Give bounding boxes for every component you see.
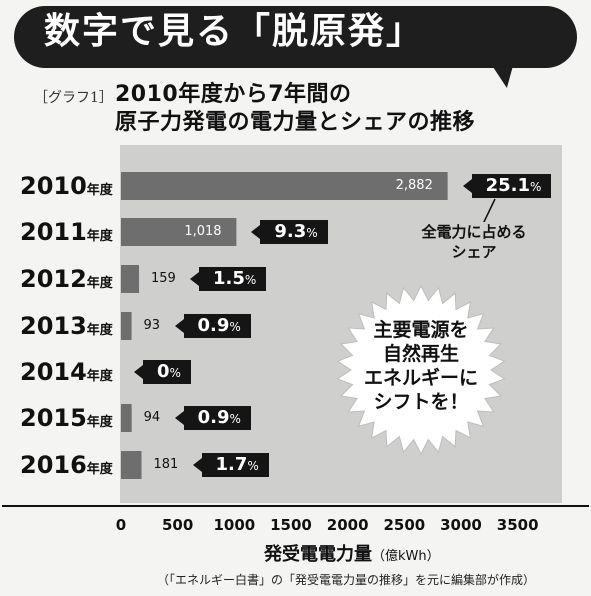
category-label-2015: 2015年度: [20, 405, 113, 436]
share-tag-2012: 1.5%: [189, 267, 267, 291]
category-suffix: 年度: [86, 229, 113, 244]
bar-2016: [121, 451, 142, 479]
bar-2011: [121, 218, 237, 246]
title-banner: [14, 6, 577, 68]
share-value: 25.1: [485, 175, 531, 196]
share-unit: %: [229, 412, 241, 426]
share-value: 1.7: [215, 454, 248, 475]
category-year: 2014: [20, 358, 87, 386]
starburst-line-4: シフトを！: [373, 391, 469, 413]
category-suffix: 年度: [86, 276, 113, 291]
share-unit: %: [530, 180, 542, 194]
category-year: 2012: [20, 265, 87, 293]
share-value: 0.9: [197, 407, 230, 428]
chart-title-line-2: 原子力発電の電力量とシェアの推移: [115, 110, 476, 135]
share-unit: %: [247, 459, 259, 473]
x-axis-label: 発受電電力量（億kWh）: [264, 540, 440, 566]
category-year: 2013: [20, 312, 87, 340]
share-tag-2016: 1.7%: [192, 453, 269, 477]
category-label-2016: 2016年度: [20, 452, 113, 483]
bar-2015: [121, 404, 132, 432]
graph-label: ［グラフ1］: [34, 90, 113, 106]
x-axis-unit: （億kWh）: [372, 549, 440, 564]
starburst-shape: [336, 284, 506, 456]
value-label-2012: 159: [151, 271, 176, 286]
x-tick-1000: 1000: [213, 516, 256, 534]
share-value: 9.3: [274, 221, 307, 242]
bar-2013: [121, 312, 132, 340]
bar-2010: [121, 172, 448, 200]
category-suffix: 年度: [86, 369, 113, 384]
share-tag-2013: 0.9%: [174, 314, 251, 338]
share-value: 1.5: [213, 268, 245, 289]
starburst-line-1: 主要電源を: [373, 319, 469, 341]
chart-title-line-1: 2010年度から7年間の: [115, 82, 352, 107]
starburst-line-3: エネルギーに: [363, 367, 478, 389]
share-unit: %: [244, 273, 257, 287]
value-label-2016: 181: [153, 457, 179, 472]
share-note-line-1: 全電力に占める: [421, 223, 527, 241]
category-suffix: 年度: [86, 323, 113, 338]
share-unit: %: [229, 320, 241, 334]
category-label-2012: 2012年度: [20, 266, 113, 297]
share-tag-2010: 25.1%: [462, 174, 552, 198]
share-tag-2014: 0%: [134, 360, 191, 384]
share-unit: %: [169, 366, 181, 380]
x-tick-1500: 1500: [270, 516, 312, 534]
bar-2012: [121, 265, 140, 293]
value-label-2011: 1,018: [184, 224, 222, 239]
share-tag-2015: 0.9%: [174, 406, 251, 430]
x-tick-2000: 2000: [326, 516, 369, 534]
x-tick-0: 0: [115, 516, 127, 534]
category-suffix: 年度: [86, 462, 113, 477]
category-label-2014: 2014年度: [20, 359, 113, 390]
category-suffix: 年度: [86, 415, 113, 430]
starburst-message: 主要電源を 自然再生 エネルギーに シフトを！: [350, 318, 492, 414]
page-title: 数字で見る「脱原発」: [44, 11, 425, 52]
category-label-2011: 2011年度: [20, 219, 113, 250]
value-label-2010: 2,882: [395, 178, 433, 193]
x-tick-3000: 3000: [440, 516, 482, 534]
share-note-line-2: シェア: [451, 243, 497, 261]
share-note: 全電力に占める シェア: [418, 222, 530, 262]
share-value: 0: [157, 361, 170, 382]
share-unit: %: [306, 226, 318, 240]
x-tick-2500: 2500: [383, 516, 426, 534]
category-suffix: 年度: [86, 183, 113, 198]
share-value: 0.9: [197, 315, 230, 336]
x-axis-title: 発受電電力量: [264, 544, 372, 565]
value-label-2013: 93: [143, 318, 161, 333]
share-tag-2011: 9.3%: [251, 220, 328, 244]
category-year: 2011: [20, 218, 87, 246]
share-note-leader: [482, 198, 496, 225]
value-label-2015: 94: [143, 410, 161, 425]
x-tick-500: 500: [162, 516, 194, 534]
category-year: 2016: [20, 451, 87, 479]
source-note: （「エネルギー白書」の「発受電電力量の推移」を元に編集部が作成）: [157, 573, 536, 587]
category-label-2010: 2010年度: [20, 173, 113, 204]
starburst-line-2: 自然再生: [382, 343, 459, 365]
category-label-2013: 2013年度: [20, 313, 113, 344]
category-year: 2015: [20, 404, 87, 432]
x-tick-3500: 3500: [496, 516, 539, 534]
category-year: 2010: [20, 172, 87, 200]
